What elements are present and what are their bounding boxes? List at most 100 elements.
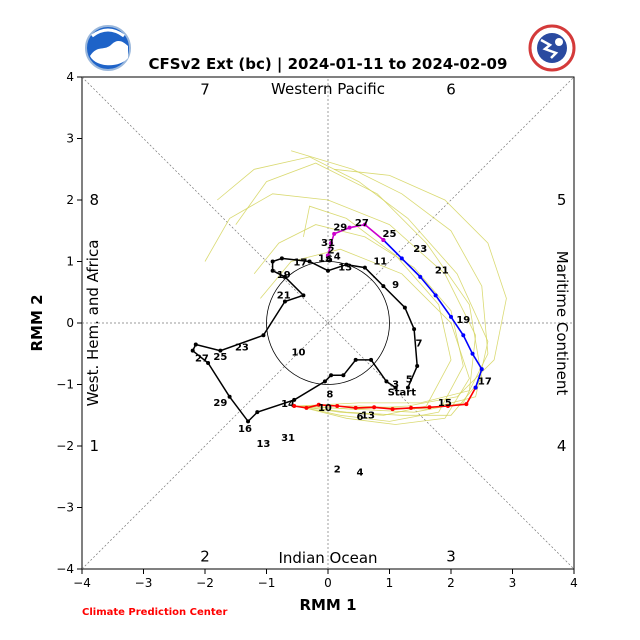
- observed-day-label: 2: [334, 464, 341, 475]
- forecast-point: [390, 407, 395, 412]
- ensemble-member-line: [290, 150, 489, 413]
- forecast-point: [362, 222, 367, 227]
- observed-day-label: 8: [326, 389, 333, 400]
- observed-day-label: 31: [281, 433, 295, 444]
- ensemble-member-line: [253, 224, 464, 422]
- forecast-week3-line: [327, 223, 384, 256]
- forecast-day-label: 2: [328, 245, 335, 256]
- region-label-bottom: Indian Ocean: [278, 549, 377, 567]
- observed-day-label: 7: [416, 338, 423, 349]
- x-tick-label: −2: [196, 576, 214, 590]
- ensemble-member-line: [297, 205, 452, 416]
- observed-point: [415, 364, 420, 369]
- observed-day-label: Start: [388, 387, 417, 398]
- noaa-logo: [85, 25, 131, 71]
- forecast-day-label: 25: [383, 229, 397, 240]
- observed-day-label: 15: [318, 253, 332, 264]
- forecast-point: [316, 402, 321, 407]
- observed-point: [326, 268, 330, 273]
- observed-day-label: 11: [373, 257, 387, 268]
- x-tick-label: −1: [258, 576, 276, 590]
- y-tick-label: −2: [56, 439, 74, 453]
- ensemble-member-line: [297, 168, 507, 410]
- forecast-day-label: 29: [333, 223, 347, 234]
- forecast-point: [347, 225, 352, 230]
- observed-point: [206, 360, 211, 365]
- observed-day-label: 4: [356, 467, 363, 478]
- phase-label: 4: [557, 437, 567, 455]
- observed-point: [301, 293, 306, 298]
- ensemble-member-line: [217, 156, 489, 410]
- observed-day-label: 25: [213, 352, 227, 363]
- forecast-point: [409, 405, 414, 410]
- observed-point: [344, 262, 349, 267]
- forecast-point: [433, 293, 438, 298]
- forecast-day-label: 21: [435, 266, 449, 277]
- observed-day-label: 13: [338, 263, 352, 274]
- observed-point: [384, 379, 389, 384]
- observed-point: [412, 327, 417, 332]
- y-tick-label: 3: [66, 132, 74, 146]
- forecast-point: [445, 404, 450, 409]
- observed-point: [353, 357, 358, 362]
- forecast-point: [326, 253, 330, 258]
- observed-point: [190, 348, 195, 353]
- forecast-point: [479, 367, 484, 372]
- forecast-point: [372, 405, 377, 410]
- observed-day-label: 29: [213, 398, 227, 409]
- observed-point: [218, 348, 223, 353]
- forecast-point: [329, 241, 334, 246]
- forecast-point: [335, 404, 340, 409]
- region-label-right: Maritime Continent: [553, 251, 571, 396]
- observed-point: [362, 265, 367, 270]
- phase-label: 1: [90, 437, 100, 455]
- credit-label: Climate Prediction Center: [82, 607, 227, 618]
- forecast-day-label: 10: [318, 403, 332, 414]
- observed-day-label: 5: [406, 375, 413, 386]
- observed-day-label: 21: [277, 290, 291, 301]
- y-tick-label: −4: [56, 562, 74, 576]
- phase-label: 7: [200, 80, 210, 98]
- observed-point: [282, 299, 287, 304]
- forecast-day-label: 23: [413, 244, 427, 255]
- forecast-point: [473, 385, 478, 390]
- region-label-left: West. Hem. and Africa: [84, 240, 102, 407]
- observed-day-label: 27: [195, 354, 209, 365]
- observed-day-label: 17: [293, 258, 307, 269]
- observed-point: [329, 373, 334, 378]
- forecast-point: [399, 256, 404, 261]
- y-tick-label: 1: [66, 255, 74, 269]
- forecast-point: [427, 405, 432, 410]
- phase-label: 8: [90, 191, 100, 209]
- forecast-point: [304, 405, 309, 410]
- observed-day-label: 13: [256, 439, 270, 450]
- y-axis-label: RMM 2: [28, 294, 46, 351]
- x-axis-label: RMM 1: [299, 596, 356, 614]
- observed-point: [307, 259, 312, 264]
- forecast-point: [449, 314, 453, 319]
- forecast-point: [292, 404, 297, 409]
- forecast-week1-line: [294, 387, 477, 410]
- forecast-day-label: 15: [438, 398, 452, 409]
- x-tick-label: −3: [135, 576, 153, 590]
- observed-day-label: 6: [356, 412, 363, 423]
- forecast-day-label: 6: [326, 255, 333, 266]
- nws-logo: [528, 24, 576, 72]
- y-tick-label: 2: [66, 193, 74, 207]
- observed-line: [191, 257, 418, 423]
- forecast-day-label: 27: [355, 218, 369, 229]
- phase-label: 2: [200, 548, 210, 566]
- phase-label: 5: [557, 191, 567, 209]
- observed-point: [369, 357, 374, 362]
- x-tick-label: 3: [509, 576, 517, 590]
- observed-point: [381, 284, 386, 289]
- observed-day-label: 23: [235, 343, 249, 354]
- x-tick-label: −4: [73, 576, 91, 590]
- forecast-point: [381, 237, 386, 242]
- forecast-point: [332, 231, 337, 236]
- forecast-day-label: 19: [456, 315, 470, 326]
- forecast-point: [353, 405, 358, 410]
- observed-point: [193, 342, 198, 347]
- x-tick-label: 2: [447, 576, 455, 590]
